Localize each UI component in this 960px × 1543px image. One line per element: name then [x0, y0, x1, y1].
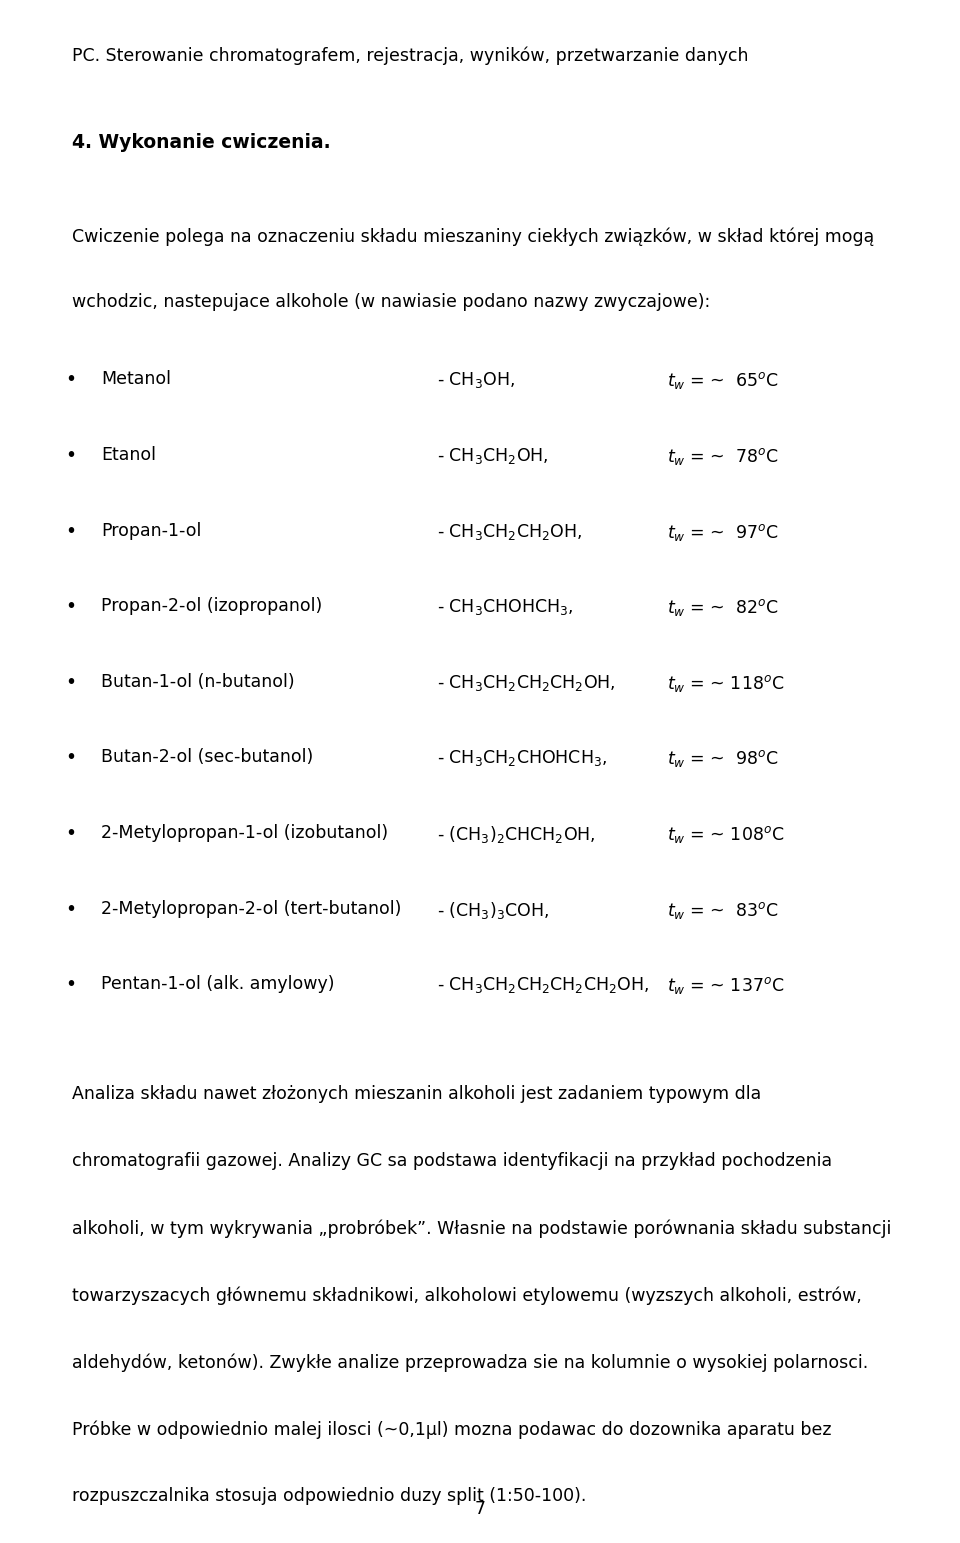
Text: •: • — [65, 824, 77, 842]
Text: Cwiczenie polega na oznaczeniu składu mieszaniny ciekłych związków, w skład któr: Cwiczenie polega na oznaczeniu składu mi… — [72, 228, 875, 247]
Text: •: • — [65, 597, 77, 616]
Text: $t_w$ = ~  98$^o$C: $t_w$ = ~ 98$^o$C — [667, 748, 780, 770]
Text: aldehydów, ketonów). Zwykłe analize przeprowadza sie na kolumnie o wysokiej pola: aldehydów, ketonów). Zwykłe analize prze… — [72, 1353, 868, 1372]
Text: 4. Wykonanie cwiczenia.: 4. Wykonanie cwiczenia. — [72, 133, 330, 151]
Text: Propan-1-ol: Propan-1-ol — [101, 522, 202, 540]
Text: Metanol: Metanol — [101, 370, 171, 389]
Text: Analiza składu nawet złożonych mieszanin alkoholi jest zadaniem typowym dla: Analiza składu nawet złożonych mieszanin… — [72, 1085, 761, 1103]
Text: towarzyszacych głównemu składnikowi, alkoholowi etylowemu (wyzszych alkoholi, es: towarzyszacych głównemu składnikowi, alk… — [72, 1287, 862, 1305]
Text: Butan-1-ol (n-butanol): Butan-1-ol (n-butanol) — [101, 673, 295, 691]
Text: •: • — [65, 900, 77, 918]
Text: - CH$_3$CH$_2$CH$_2$CH$_2$CH$_2$OH,: - CH$_3$CH$_2$CH$_2$CH$_2$CH$_2$OH, — [437, 975, 649, 995]
Text: - CH$_3$CH$_2$CHOHCH$_3$,: - CH$_3$CH$_2$CHOHCH$_3$, — [437, 748, 607, 768]
Text: Próbke w odpowiednio malej ilosci (~0,1μl) mozna podawac do dozownika aparatu be: Próbke w odpowiednio malej ilosci (~0,1μ… — [72, 1420, 831, 1438]
Text: - CH$_3$CH$_2$CH$_2$OH,: - CH$_3$CH$_2$CH$_2$OH, — [437, 522, 582, 542]
Text: •: • — [65, 446, 77, 464]
Text: 2-Metylopropan-1-ol (izobutanol): 2-Metylopropan-1-ol (izobutanol) — [101, 824, 388, 842]
Text: •: • — [65, 975, 77, 994]
Text: - CH$_3$CH$_2$OH,: - CH$_3$CH$_2$OH, — [437, 446, 548, 466]
Text: - (CH$_3$)$_2$CHCH$_2$OH,: - (CH$_3$)$_2$CHCH$_2$OH, — [437, 824, 595, 846]
Text: wchodzic, nastepujace alkohole (w nawiasie podano nazwy zwyczajowe):: wchodzic, nastepujace alkohole (w nawias… — [72, 293, 710, 310]
Text: alkoholi, w tym wykrywania „probróbek”. Własnie na podstawie porównania składu s: alkoholi, w tym wykrywania „probróbek”. … — [72, 1219, 892, 1237]
Text: $t_w$ = ~ 137$^o$C: $t_w$ = ~ 137$^o$C — [667, 975, 784, 997]
Text: $t_w$ = ~  83$^o$C: $t_w$ = ~ 83$^o$C — [667, 900, 780, 921]
Text: Pentan-1-ol (alk. amylowy): Pentan-1-ol (alk. amylowy) — [101, 975, 334, 994]
Text: PC. Sterowanie chromatografem, rejestracja, wyników, przetwarzanie danych: PC. Sterowanie chromatografem, rejestrac… — [72, 46, 749, 65]
Text: Propan-2-ol (izopropanol): Propan-2-ol (izopropanol) — [101, 597, 322, 616]
Text: •: • — [65, 748, 77, 767]
Text: •: • — [65, 522, 77, 540]
Text: $t_w$ = ~ 108$^o$C: $t_w$ = ~ 108$^o$C — [667, 824, 784, 846]
Text: •: • — [65, 370, 77, 389]
Text: chromatografii gazowej. Analizy GC sa podstawa identyfikacji na przykład pochodz: chromatografii gazowej. Analizy GC sa po… — [72, 1153, 832, 1170]
Text: $t_w$ = ~ 118$^o$C: $t_w$ = ~ 118$^o$C — [667, 673, 784, 694]
Text: - CH$_3$CHOHCH$_3$,: - CH$_3$CHOHCH$_3$, — [437, 597, 573, 617]
Text: $t_w$ = ~  65$^o$C: $t_w$ = ~ 65$^o$C — [667, 370, 780, 392]
Text: Butan-2-ol (sec-butanol): Butan-2-ol (sec-butanol) — [101, 748, 313, 767]
Text: •: • — [65, 673, 77, 691]
Text: - CH$_3$OH,: - CH$_3$OH, — [437, 370, 515, 390]
Text: $t_w$ = ~  82$^o$C: $t_w$ = ~ 82$^o$C — [667, 597, 780, 619]
Text: Etanol: Etanol — [101, 446, 156, 464]
Text: - CH$_3$CH$_2$CH$_2$CH$_2$OH,: - CH$_3$CH$_2$CH$_2$CH$_2$OH, — [437, 673, 615, 693]
Text: 7: 7 — [474, 1500, 486, 1518]
Text: rozpuszczalnika stosuja odpowiednio duzy split (1:50-100).: rozpuszczalnika stosuja odpowiednio duzy… — [72, 1487, 587, 1504]
Text: $t_w$ = ~  78$^o$C: $t_w$ = ~ 78$^o$C — [667, 446, 780, 468]
Text: - (CH$_3$)$_3$COH,: - (CH$_3$)$_3$COH, — [437, 900, 549, 921]
Text: 2-Metylopropan-2-ol (tert-butanol): 2-Metylopropan-2-ol (tert-butanol) — [101, 900, 401, 918]
Text: $t_w$ = ~  97$^o$C: $t_w$ = ~ 97$^o$C — [667, 522, 780, 543]
